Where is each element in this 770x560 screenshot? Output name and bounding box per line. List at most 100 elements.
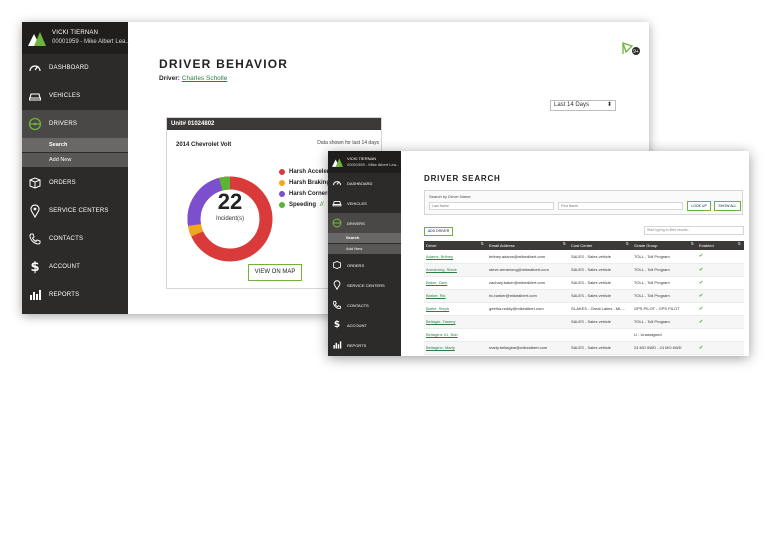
subnav-search[interactable]: Search bbox=[22, 138, 128, 152]
view-on-map-button[interactable]: VIEW ON MAP bbox=[248, 264, 302, 281]
table-row: Barker, Ric ric.barker@mikealbert.com SALE… bbox=[424, 289, 744, 303]
legend-dot bbox=[279, 168, 285, 175]
sidebar-item-service-centers[interactable]: SERVICE CENTERS bbox=[22, 197, 128, 225]
column-header-cost-center[interactable]: Cost Center ⇅ bbox=[569, 241, 632, 250]
sidebar-item-dashboard[interactable]: DASHBOARD bbox=[22, 54, 128, 82]
driver-link[interactable]: Baker, Zach bbox=[424, 276, 487, 290]
column-header-driver[interactable]: Driver ⇅ bbox=[424, 241, 487, 250]
driver-link[interactable]: Armstrong, Steve bbox=[424, 263, 487, 277]
sidebar-item-label: CONTACTS bbox=[49, 236, 84, 242]
subnav-add-new[interactable]: Add New bbox=[328, 244, 401, 254]
sort-icon: ⇅ bbox=[625, 241, 629, 246]
cost-center-cell: SALES - Sales vehicle bbox=[569, 250, 632, 264]
sidebar-item-contacts[interactable]: CONTACTS bbox=[328, 295, 401, 315]
table-header-row: Driver ⇅ Email Address ⇅ Cost Center ⇅ Grad… bbox=[424, 241, 744, 250]
sidebar-item-dashboard[interactable]: DASHBOARD bbox=[328, 173, 401, 193]
sidebar: VICKI TIERNAN 00001959 - Mike Albert Lea… bbox=[328, 151, 401, 356]
driver-name-link[interactable]: Charles Scholle bbox=[181, 75, 228, 82]
sort-icon: ⇅ bbox=[562, 241, 566, 246]
column-header-enabled[interactable]: Enabled ⇅ bbox=[697, 241, 744, 250]
sort-icon: ⇅ bbox=[737, 241, 741, 246]
cost-center-cell: SALES - Sales vehicle bbox=[569, 341, 632, 355]
enabled-check-icon: ✔ bbox=[697, 263, 744, 277]
sidebar-item-reports[interactable]: REPORTS bbox=[22, 281, 128, 309]
sort-icon: ⇅ bbox=[690, 241, 694, 246]
location-pin-icon bbox=[28, 204, 42, 218]
enabled-check-icon: ✔ bbox=[697, 302, 744, 316]
driver-link[interactable]: Bathe, Steph bbox=[424, 302, 487, 316]
email-cell bbox=[487, 328, 569, 342]
vehicle-name: 2014 Chevrolet Volt bbox=[176, 142, 232, 148]
date-range-select[interactable]: Last 14 Days ⬍ bbox=[550, 100, 616, 111]
sidebar-item-vehicles[interactable]: VEHICLES bbox=[22, 82, 128, 110]
legend-item: Harsh Braking bbox=[279, 177, 343, 188]
sidebar-item-label: REPORTS bbox=[49, 292, 80, 298]
bar-chart-icon bbox=[332, 340, 342, 350]
sidebar-item-drivers[interactable]: DRIVERS bbox=[22, 110, 128, 138]
user-header[interactable]: VICKI TIERNAN 00001959 - Mike Albert Lea… bbox=[328, 151, 401, 173]
enabled-check-icon bbox=[697, 328, 744, 342]
donut-segment-cornering bbox=[187, 177, 223, 227]
table-row: Bathe, Steph geetha.reddy@mikealbert.com G… bbox=[424, 302, 744, 316]
sidebar-item-label: DASHBOARD bbox=[347, 180, 373, 186]
driver-link[interactable]: Barker, Ric bbox=[424, 289, 487, 303]
enabled-check-icon: ✔ bbox=[697, 341, 744, 355]
user-header[interactable]: VICKI TIERNAN 00001959 - Mike Albert Lea… bbox=[22, 22, 130, 54]
last-name-input[interactable]: Last Name bbox=[429, 202, 554, 210]
sidebar-item-drivers[interactable]: DRIVERS bbox=[328, 213, 401, 233]
sidebar-item-vehicles[interactable]: VEHICLES bbox=[328, 193, 401, 213]
table-row: Beltagine #1, Bob U - Unassigned bbox=[424, 328, 744, 342]
incident-donut-chart bbox=[187, 176, 273, 262]
sidebar-item-account[interactable]: $ ACCOUNT bbox=[22, 253, 128, 281]
data-range-note: Data shown for last 14 days bbox=[317, 140, 379, 146]
legend-dot bbox=[279, 190, 285, 197]
grade-group-cell: TOLL - Toll Program bbox=[632, 289, 697, 303]
unit-header: Unit# 01024802 bbox=[167, 118, 381, 130]
driver-link[interactable]: Beltagine, Marty bbox=[424, 341, 487, 355]
driver-link[interactable]: Beltagie, Tammy bbox=[424, 315, 487, 329]
chevron-updown-icon: ⬍ bbox=[606, 102, 612, 108]
show-all-button[interactable]: SHOW ALL bbox=[714, 201, 741, 211]
driver-link[interactable]: Beltagine #1, Bob bbox=[424, 328, 487, 342]
main-content: DRIVER SEARCH Search by Driver Name Last… bbox=[401, 151, 749, 356]
sidebar-item-orders[interactable]: ORDERS bbox=[22, 169, 128, 197]
dollar-icon: $ bbox=[30, 259, 40, 275]
page-title: DRIVER BEHAVIOR bbox=[159, 57, 289, 71]
sort-icon: ⇅ bbox=[480, 241, 484, 246]
sidebar-item-label: REPORTS bbox=[347, 342, 367, 348]
cost-center-cell: SALES - Sales vehicle bbox=[569, 315, 632, 329]
grade-group-cell: TOLL - Toll Program bbox=[632, 276, 697, 290]
column-header-label: Cost Center bbox=[571, 243, 593, 248]
sidebar-item-account[interactable]: $ ACCOUNT bbox=[328, 315, 401, 335]
logo-icon bbox=[28, 32, 46, 46]
cost-center-cell bbox=[569, 328, 632, 342]
sidebar-item-contacts[interactable]: CONTACTS bbox=[22, 225, 128, 253]
sidebar-item-label: ORDERS bbox=[347, 262, 365, 268]
sidebar-item-service-centers[interactable]: SERVICE CENTERS bbox=[328, 275, 401, 295]
speedometer-icon bbox=[28, 61, 42, 75]
user-account: 00001959 - Mike Albert Lea... bbox=[347, 162, 400, 167]
column-header-grade-group[interactable]: Grade Group ⇅ bbox=[632, 241, 697, 250]
user-name: VICKI TIERNAN bbox=[52, 30, 99, 36]
table-row: Baker, Zach zachary.baker@mikealbert.com S… bbox=[424, 276, 744, 290]
first-name-input[interactable]: First Name bbox=[558, 202, 683, 210]
share-flag-icon[interactable]: 9+ bbox=[622, 40, 640, 56]
driver-link[interactable]: Adams, Britney bbox=[424, 250, 487, 264]
speeding-arrows: // bbox=[320, 201, 324, 208]
grade-group-cell: TOLL - Toll Program bbox=[632, 250, 697, 264]
sidebar-item-orders[interactable]: ORDERS bbox=[328, 255, 401, 275]
sidebar-item-reports[interactable]: REPORTS bbox=[328, 335, 401, 355]
look-up-button[interactable]: LOOK UP bbox=[687, 201, 711, 211]
table-row: Armstrong, Steve steve.armstrong@mikealbe… bbox=[424, 263, 744, 277]
sidebar-item-label: DRIVERS bbox=[49, 121, 78, 127]
column-header-email[interactable]: Email Address ⇅ bbox=[487, 241, 569, 250]
subnav-search[interactable]: Search bbox=[328, 233, 401, 243]
filter-input[interactable]: Start typing to filter results... bbox=[644, 226, 744, 235]
car-icon bbox=[28, 89, 42, 103]
add-driver-button[interactable]: ADD DRIVER bbox=[424, 227, 453, 236]
box-icon bbox=[332, 260, 342, 270]
legend-label: Harsh Braking bbox=[289, 179, 331, 186]
subnav-add-new[interactable]: Add New bbox=[22, 153, 128, 167]
legend-label: Harsh Cornering bbox=[289, 190, 337, 197]
sidebar: VICKI TIERNAN 00001959 - Mike Albert Lea… bbox=[22, 22, 130, 314]
